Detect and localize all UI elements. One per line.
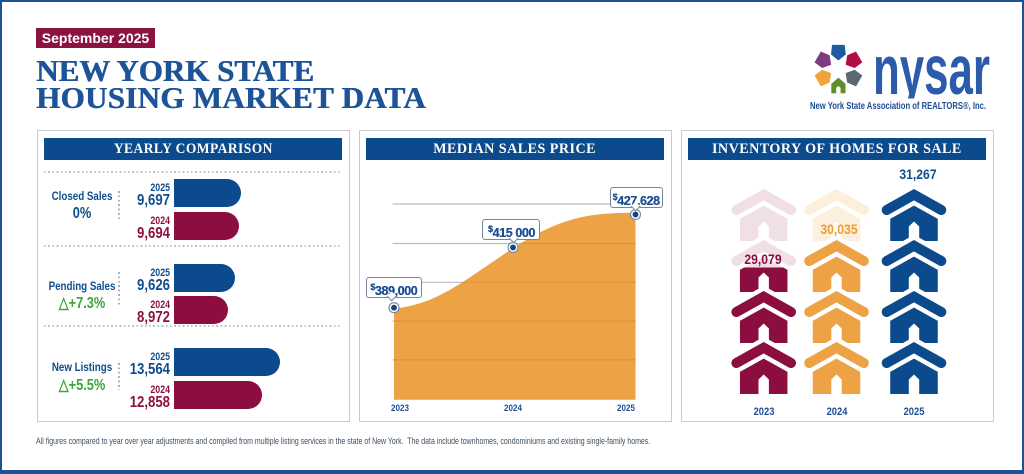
svg-text:New York State Association of: New York State Association of REALTORS®,… <box>810 101 986 112</box>
svg-text:nysar: nysar <box>873 31 990 109</box>
